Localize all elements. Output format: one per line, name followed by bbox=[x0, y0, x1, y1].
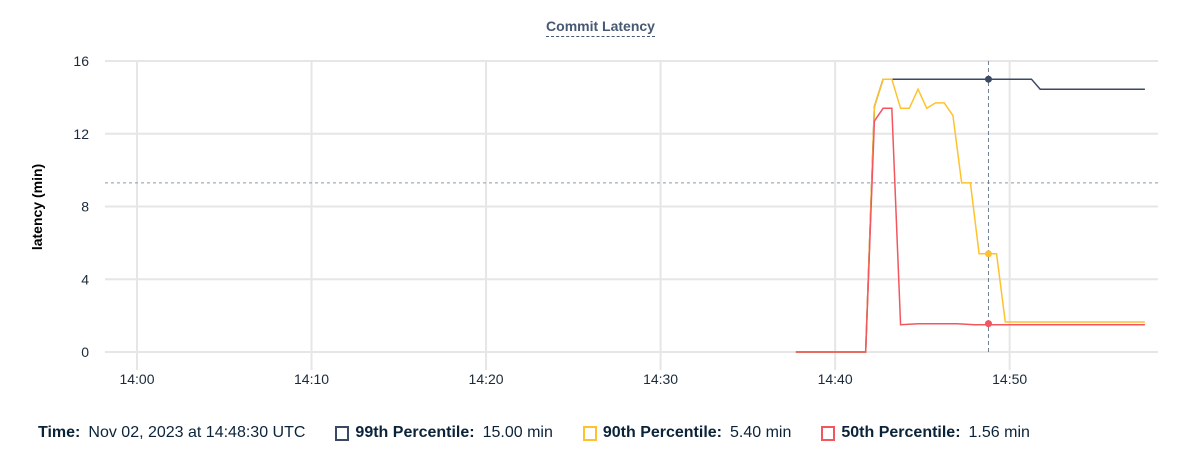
chart-title[interactable]: Commit Latency bbox=[0, 18, 1201, 37]
legend-swatch-50th[interactable] bbox=[821, 425, 836, 441]
legend-label-50th: 50th Percentile: bbox=[841, 424, 961, 441]
time-value: Nov 02, 2023 at 14:48:30 UTC bbox=[88, 424, 306, 441]
y-tick-label: 8 bbox=[81, 199, 89, 215]
hover-point-2 bbox=[984, 320, 992, 328]
legend-value-90th: 5.40 min bbox=[730, 424, 792, 441]
y-tick-label: 12 bbox=[73, 126, 89, 142]
legend-swatch-99th[interactable] bbox=[335, 425, 350, 441]
y-tick-label: 0 bbox=[81, 344, 89, 360]
x-tick-label: 14:00 bbox=[119, 371, 154, 387]
hover-point-0 bbox=[984, 75, 992, 83]
hover-point-1 bbox=[984, 250, 992, 258]
time-label: Time: bbox=[38, 424, 81, 441]
legend-value-99th: 15.00 min bbox=[482, 424, 553, 441]
y-tick-label: 4 bbox=[81, 271, 89, 287]
legend-value-50th: 1.56 min bbox=[968, 424, 1030, 441]
series-line-2 bbox=[795, 107, 1145, 353]
legend: Time: Nov 02, 2023 at 14:48:30 UTC 99th … bbox=[38, 424, 1030, 442]
x-tick-label: 14:50 bbox=[992, 371, 1027, 387]
x-tick-label: 14:40 bbox=[818, 371, 853, 387]
legend-label-90th: 90th Percentile: bbox=[602, 424, 722, 441]
latency-chart[interactable]: 0 4 8 12 16 14:00 14:10 14:20 14:30 14:40 14:50 lat… bbox=[0, 0, 1201, 410]
legend-swatch-90th[interactable] bbox=[582, 425, 597, 441]
x-tick-label: 14:20 bbox=[469, 371, 504, 387]
series-line-1 bbox=[795, 78, 1145, 353]
series-line-0 bbox=[795, 78, 1145, 353]
x-tick-label: 14:10 bbox=[294, 371, 329, 387]
y-tick-label: 16 bbox=[73, 53, 89, 69]
y-axis-label: latency (min) bbox=[29, 164, 45, 250]
legend-label-99th: 99th Percentile: bbox=[355, 424, 475, 441]
x-tick-label: 14:30 bbox=[643, 371, 678, 387]
